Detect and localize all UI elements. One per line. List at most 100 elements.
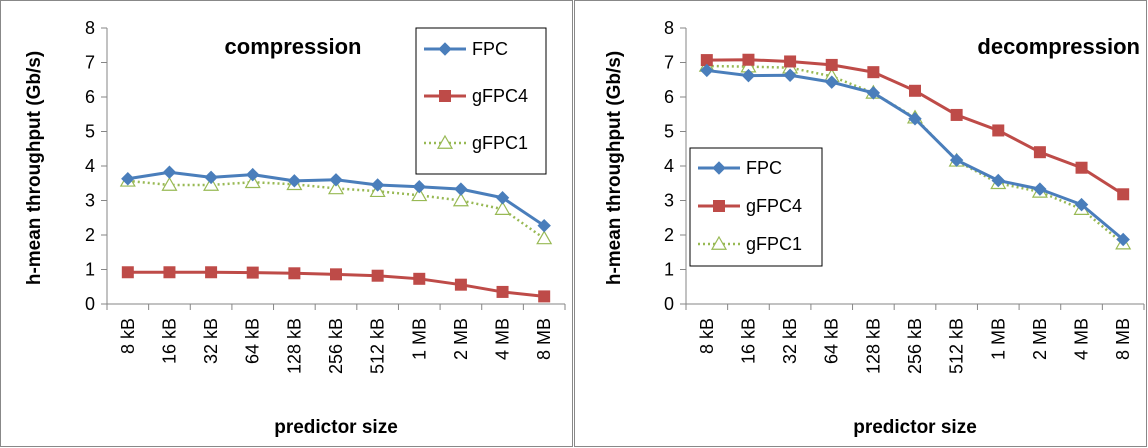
compression-chart-svg: 0 1 2 3 4 5 6 7 8 8 kB 16 kB 32 kB 64 kB 128 kB 256 kB… — [0, 0, 573, 447]
data-point-gfpc4 — [1117, 188, 1130, 201]
data-point-gfpc4 — [742, 53, 755, 66]
x-tick-label: 64 kB — [822, 318, 842, 364]
y-tick-label: 2 — [85, 225, 95, 245]
data-point-fpc — [454, 182, 468, 196]
data-point-fpc — [991, 173, 1005, 188]
data-point-gfpc4 — [413, 272, 426, 285]
x-tick-label: 128 kB — [863, 318, 883, 374]
data-point-fpc — [204, 170, 218, 185]
legend-label-fpc: FPC — [746, 158, 782, 178]
data-point-gfpc4 — [246, 266, 259, 279]
data-point-gfpc4 — [784, 55, 797, 68]
data-point-fpc — [700, 63, 714, 78]
data-point-fpc — [1116, 232, 1130, 247]
data-point-fpc — [287, 174, 302, 188]
data-point-gfpc1 — [536, 230, 553, 245]
legend-marker-fpc — [712, 161, 726, 175]
y-tick-label: 3 — [664, 191, 674, 211]
data-point-gfpc4 — [371, 269, 384, 282]
y-tick-label: 6 — [664, 87, 674, 107]
x-tick-label: 8 MB — [1113, 318, 1133, 360]
y-tick-label: 2 — [664, 225, 674, 245]
x-tick-label: 512 kB — [947, 318, 967, 374]
compression-chart: 0 1 2 3 4 5 6 7 8 8 kB 16 kB 32 kB 64 kB 128 kB 256 kB… — [0, 0, 573, 447]
data-point-fpc — [412, 179, 426, 194]
decompression-chart-svg: 0 1 2 3 4 5 6 7 8 8 kB 16 kB 32 kB 64 kB 128 kB 256 kB… — [574, 0, 1147, 447]
legend-marker-gfpc1 — [710, 235, 728, 250]
legend: FPC gFPC4 gFPC1 — [689, 147, 823, 267]
y-tick-label: 7 — [664, 53, 674, 73]
legend-marker-gfpc1 — [436, 134, 454, 149]
data-point-fpc — [495, 191, 510, 205]
x-axis-title: predictor size — [853, 417, 977, 438]
data-point-fpc — [825, 75, 839, 89]
y-tick-label: 0 — [664, 294, 674, 314]
y-axis-title: h-mean throughput (Gb/s) — [604, 51, 625, 285]
x-tick-label: 128 kB — [284, 318, 304, 374]
data-point-fpc — [908, 112, 922, 126]
x-axis-title: predictor size — [274, 417, 398, 438]
x-tick-label: 32 kB — [201, 318, 221, 364]
legend-marker-gfpc4 — [439, 90, 451, 102]
data-point-gfpc4 — [330, 268, 342, 281]
data-point-gfpc4 — [205, 266, 218, 279]
data-point-gfpc1 — [411, 187, 428, 202]
chart-title: compression — [225, 34, 362, 59]
series-gfpc1 — [119, 172, 553, 245]
y-tick-label: 5 — [664, 122, 674, 142]
data-point-gfpc4 — [867, 66, 880, 79]
decompression-chart: 0 1 2 3 4 5 6 7 8 8 kB 16 kB 32 kB 64 kB 128 kB 256 kB… — [574, 0, 1148, 448]
x-tick-label: 1 MB — [988, 318, 1008, 360]
x-tick-label: 8 MB — [534, 318, 554, 360]
data-point-gfpc1 — [452, 192, 469, 207]
data-point-gfpc1 — [327, 180, 345, 195]
data-point-gfpc4 — [288, 267, 301, 280]
data-point-gfpc1 — [494, 200, 511, 215]
legend-label-gfpc4: gFPC4 — [746, 196, 802, 216]
x-tick-label: 4 MB — [1072, 318, 1092, 360]
x-tick-label: 256 kB — [326, 318, 346, 374]
data-point-gfpc4 — [1033, 146, 1046, 159]
y-tick-label: 8 — [664, 18, 674, 38]
data-point-fpc — [949, 153, 964, 167]
x-tick-label: 2 MB — [451, 318, 471, 360]
legend: FPC gFPC4 gFPC1 — [415, 27, 547, 175]
data-point-fpc — [329, 173, 343, 187]
x-tick-label: 256 kB — [905, 318, 925, 374]
data-point-gfpc4 — [496, 285, 509, 298]
data-point-gfpc4 — [909, 84, 921, 97]
x-tick-label: 32 kB — [780, 318, 800, 364]
data-point-fpc — [1033, 182, 1047, 196]
data-point-fpc — [246, 167, 260, 182]
y-tick-label: 4 — [664, 156, 674, 176]
data-point-gfpc4 — [950, 108, 963, 121]
data-point-fpc — [537, 218, 551, 233]
series-gfpc4 — [121, 266, 551, 303]
y-tick-label: 5 — [85, 122, 95, 142]
legend-label-gfpc1: gFPC1 — [746, 234, 802, 254]
x-tick-label: 1 MB — [409, 318, 429, 360]
data-point-fpc — [370, 178, 385, 192]
series-gfpc4 — [700, 53, 1130, 201]
data-point-fpc — [866, 86, 881, 100]
x-tick-label: 8 kB — [697, 318, 717, 354]
y-tick-label: 1 — [664, 260, 674, 280]
y-tick-label: 4 — [85, 156, 95, 176]
series-fpc — [700, 63, 1130, 247]
chart-title: decompression — [977, 34, 1140, 59]
data-point-fpc — [121, 172, 135, 186]
y-tick-label: 0 — [85, 294, 95, 314]
data-point-fpc — [741, 68, 756, 83]
legend-marker-gfpc4 — [713, 200, 725, 212]
data-point-gfpc4 — [454, 278, 467, 291]
legend-label-fpc: FPC — [472, 39, 508, 59]
data-point-fpc — [162, 165, 177, 179]
chart-frame — [574, 0, 1147, 447]
data-point-gfpc4 — [825, 58, 838, 71]
data-point-gfpc4 — [163, 266, 176, 279]
data-point-gfpc4 — [992, 124, 1005, 137]
data-point-fpc — [783, 68, 797, 82]
legend-label-gfpc4: gFPC4 — [472, 86, 528, 106]
y-tick-label: 7 — [85, 53, 95, 73]
data-point-gfpc1 — [203, 176, 220, 191]
